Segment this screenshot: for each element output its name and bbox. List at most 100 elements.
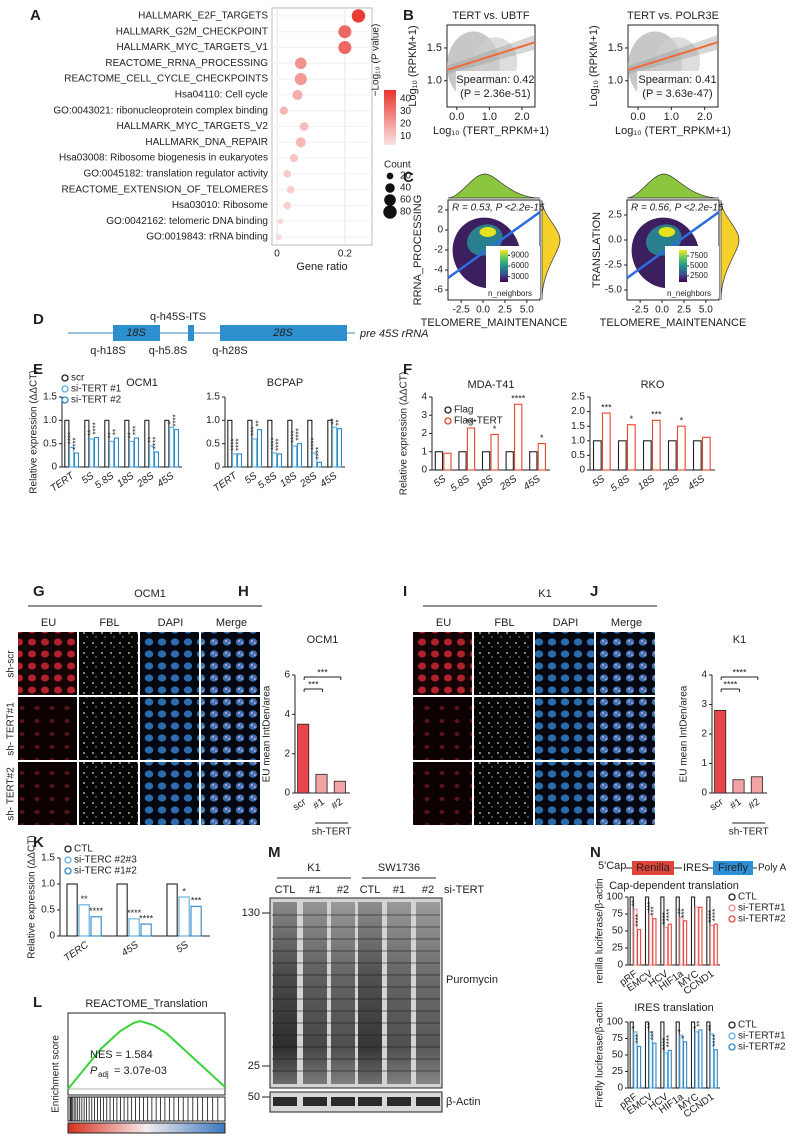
bar	[466, 427, 476, 471]
size-legend-dot	[386, 172, 394, 180]
x-axis-label: TELOMERE_MAINTENANCE	[600, 317, 747, 329]
y-tick-label: 1.0	[43, 415, 57, 426]
significance: ***	[650, 1031, 659, 1040]
x-tick-label: 45S	[155, 470, 176, 489]
significance: ****	[152, 437, 161, 449]
significance: **	[330, 418, 339, 424]
rank-strip	[67, 1096, 226, 1122]
x-tick-label: 28S	[298, 470, 320, 490]
chart-title: REACTOME_Translation	[85, 998, 207, 1010]
bar	[336, 428, 343, 468]
significance: **	[107, 432, 116, 438]
bar	[109, 440, 115, 468]
bar	[663, 1052, 669, 1089]
significance: ***	[651, 410, 662, 420]
bar	[648, 913, 653, 966]
colorbar-tick-label: 20	[400, 118, 412, 129]
y-tick-label: 0	[701, 788, 707, 799]
bar	[592, 440, 602, 471]
x-tick-label: 2.5	[498, 305, 512, 316]
y-tick-label: 4	[284, 709, 290, 720]
micrograph	[413, 697, 472, 760]
channel-label: DAPI	[158, 617, 184, 629]
micrograph	[535, 762, 594, 825]
annotation: P	[90, 1065, 98, 1077]
micrograph	[201, 632, 260, 695]
significance: ***	[317, 667, 328, 677]
x-tick-label: 45S	[522, 473, 543, 492]
x-tick-label: TERT	[49, 470, 77, 494]
y-tick-label: -2.5	[605, 260, 623, 271]
significance: *	[692, 1026, 701, 1029]
bar	[675, 1021, 680, 1089]
significance: ****	[89, 906, 104, 916]
colorbar-tick-label: 7500	[690, 251, 708, 260]
lane-label: #1	[393, 884, 405, 896]
bar	[332, 426, 338, 468]
annotation-bg	[455, 71, 534, 103]
x-axis-label: Gene ratio	[296, 261, 347, 273]
panel-letter: A	[30, 7, 41, 24]
bar	[713, 1049, 718, 1089]
bar	[676, 425, 686, 471]
bar	[66, 883, 78, 937]
size-legend-label: 20	[400, 171, 412, 182]
y-tick-label: -5.0	[605, 285, 623, 296]
colorbar-tick-label: 30	[400, 106, 412, 117]
trend-line	[627, 41, 719, 72]
density-peak	[479, 227, 497, 237]
row-label: sh- TERT#2	[6, 767, 17, 821]
trend-line	[446, 41, 536, 72]
construct-label: Poly A	[758, 863, 787, 874]
y-tick-label: 1.0	[41, 879, 55, 890]
micrograph	[79, 632, 138, 695]
y-axis-label: EU mean IntDen/area	[262, 685, 273, 782]
rrna-label: 28S	[272, 327, 293, 339]
micrograph	[18, 632, 77, 695]
significance: ****	[732, 667, 747, 677]
size-legend-label: 60	[400, 195, 412, 206]
dot	[286, 185, 295, 194]
term-label: HALLMARK_G2M_CHECKPOINT	[116, 26, 268, 37]
rank-gradient	[67, 1122, 226, 1134]
significance: **	[335, 419, 344, 425]
y-tick-label: 100	[606, 1017, 623, 1028]
significance: ***	[646, 902, 655, 911]
bar	[644, 896, 650, 966]
significance: ***	[191, 896, 202, 906]
trend-line	[447, 210, 541, 280]
y-tick-label: 25	[612, 1066, 624, 1077]
y-tick-label: 2	[701, 729, 707, 740]
micrograph	[596, 697, 655, 760]
y-tick-label: 1.5	[427, 42, 442, 54]
x-tick-label: 5S	[432, 473, 449, 489]
size-legend-label: 40	[400, 183, 412, 194]
size-legend-dot	[384, 194, 396, 206]
colorbar-tick-label: 9000	[511, 250, 529, 259]
colorbar-tick-label: 2500	[690, 271, 708, 280]
bar	[633, 1031, 638, 1089]
dot	[279, 106, 288, 115]
y-axis-label: RRNA_PROCESSING	[412, 195, 424, 306]
bar	[307, 419, 313, 468]
x-tick-label: 0.0	[476, 305, 490, 316]
construct-label: Firefly	[718, 862, 748, 874]
bar	[133, 437, 140, 468]
term-label: HALLMARK_MYC_TARGETS_V2	[116, 121, 268, 132]
y-axis-label: Enrichment score	[51, 1035, 62, 1113]
bar	[629, 896, 634, 966]
bar	[178, 896, 190, 937]
x-tick-label: -2.5	[632, 305, 650, 316]
x-axis-label: TELOMERE_MAINTENANCE	[421, 317, 568, 329]
bar	[652, 1042, 657, 1089]
bar	[190, 905, 202, 937]
channel-label: EU	[436, 617, 451, 629]
y-tick-label: 100	[606, 892, 623, 903]
y-tick-label: 2	[284, 748, 290, 759]
y-axis-label: renilla luciferase/β-actin	[595, 878, 606, 983]
significance: ***	[132, 426, 141, 435]
x-tick-label: 18S	[636, 473, 657, 492]
channel-label: Merge	[216, 617, 247, 629]
rrna-box	[220, 325, 347, 341]
significance: *	[182, 886, 186, 896]
